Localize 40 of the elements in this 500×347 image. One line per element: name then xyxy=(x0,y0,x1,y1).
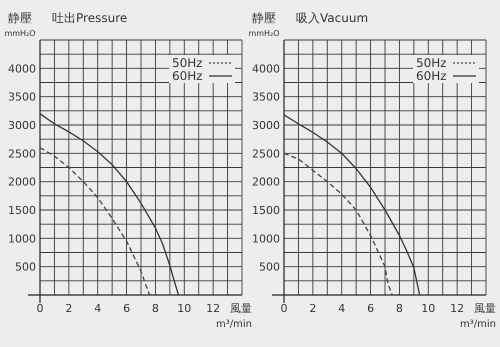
ylabel: mmH₂O xyxy=(4,29,36,38)
ytick: 3000 xyxy=(252,119,280,132)
ytick: 2500 xyxy=(252,147,280,160)
xtick: 4 xyxy=(338,302,346,315)
ytick: 1500 xyxy=(8,204,36,217)
ytick: 3500 xyxy=(252,90,280,104)
xtick: 2 xyxy=(65,302,72,315)
xtick: 12 xyxy=(450,302,464,315)
ytick: 4000 xyxy=(252,62,280,76)
legend-label: 50Hz xyxy=(172,56,203,70)
ytick: 1000 xyxy=(8,232,36,246)
title: 吸入Vacuum xyxy=(296,11,368,25)
xtick: 8 xyxy=(396,302,403,315)
xtick: 0 xyxy=(36,302,44,315)
legend-label: 60Hz xyxy=(172,69,203,83)
xtick: 12 xyxy=(206,302,220,315)
xtick: 0 xyxy=(280,302,288,315)
ytick: 3000 xyxy=(8,119,36,132)
ytick: 4000 xyxy=(8,62,36,76)
ytick: 1500 xyxy=(252,204,280,217)
title: 吐出Pressure xyxy=(52,11,128,25)
ytick: 500 xyxy=(15,260,36,274)
ytick: 500 xyxy=(259,260,280,274)
xtick: 2 xyxy=(309,302,316,315)
ytick: 3500 xyxy=(8,90,36,104)
ytick: 2000 xyxy=(252,176,280,189)
xtick: 10 xyxy=(177,302,192,315)
xtick: 8 xyxy=(152,302,159,315)
legend-label: 60Hz xyxy=(416,69,447,83)
ylabel: 静壓 xyxy=(252,11,276,25)
ylabel: mmH₂O xyxy=(248,29,280,38)
legend-label: 50Hz xyxy=(416,56,447,70)
ytick: 2000 xyxy=(8,176,36,189)
xtick: 10 xyxy=(421,302,436,315)
ylabel: 静壓 xyxy=(8,11,32,25)
ytick: 1000 xyxy=(252,232,280,246)
xtick: 6 xyxy=(367,302,374,315)
xtick: 4 xyxy=(94,302,102,315)
ytick: 2500 xyxy=(8,147,36,160)
xtick: 6 xyxy=(123,302,130,315)
